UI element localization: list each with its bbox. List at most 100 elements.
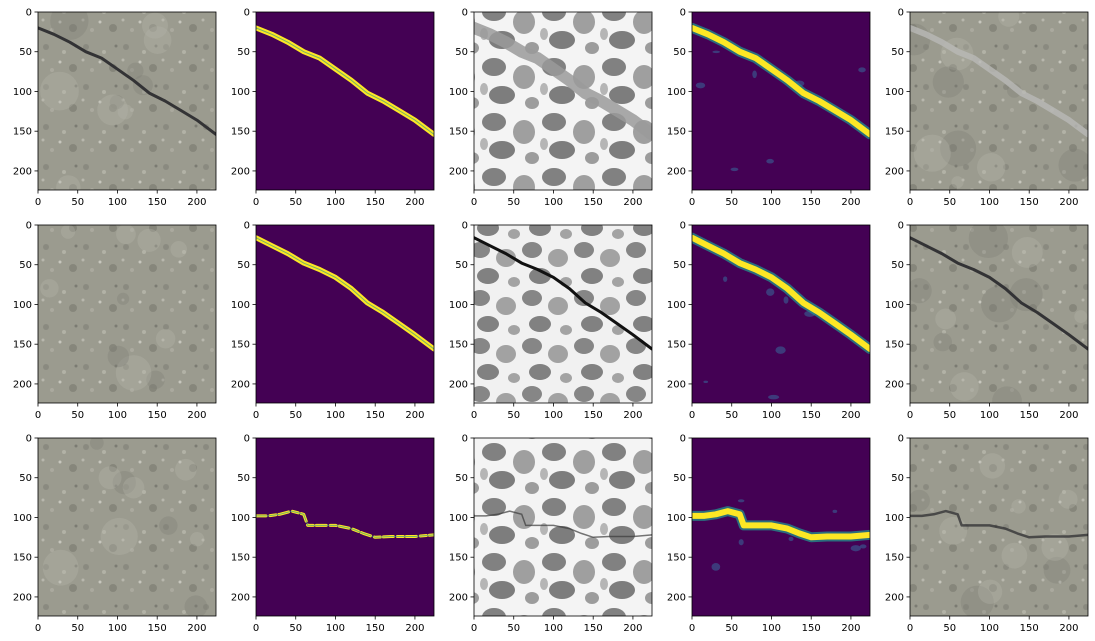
x-tick-label: 50 [71,197,84,208]
y-tick-label: 200 [13,166,32,177]
x-tick-label: 200 [405,410,424,421]
x-tick-label: 200 [623,197,642,208]
y-tick-label: 100 [449,87,468,98]
y-tick-label: 150 [13,553,32,564]
x-tick-label: 0 [471,410,477,421]
y-tick-label: 50 [891,47,904,58]
x-tick-label: 150 [366,197,385,208]
x-tick-label: 150 [1020,197,1039,208]
y-tick-label: 200 [667,592,686,603]
panel-r2-c4: 0 50 100 150 200 0 50 100 150 200 [667,221,871,421]
panel-r3-c2: 0 50 100 150 200 0 50 100 150 200 [231,434,435,634]
panel-r2-c3: 0 50 100 150 200 0 50 100 150 200 [449,221,653,421]
x-tick-label: 100 [762,197,781,208]
y-tick-label: 50 [19,47,32,58]
y-tick-label: 100 [449,513,468,524]
y-tick-label: 0 [244,8,250,19]
axes-frame [909,11,1089,191]
x-tick-label: 150 [584,623,603,634]
crack-line [474,236,652,351]
y-tick-label: 200 [231,592,250,603]
y-tick-label: 50 [19,473,32,484]
y-tick-label: 50 [237,473,250,484]
x-tick-label: 100 [544,410,563,421]
y-tick-label: 150 [231,340,250,351]
x-tick-label: 0 [689,197,695,208]
x-tick-label: 200 [841,197,860,208]
y-tick-label: 100 [449,300,468,311]
x-tick-label: 50 [725,197,738,208]
x-tick-label: 100 [980,623,999,634]
panel-r1-c4: 0 50 100 150 200 0 50 100 150 200 [667,8,871,208]
x-tick-label: 150 [802,197,821,208]
x-tick-label: 150 [584,410,603,421]
x-tick-label: 200 [187,623,206,634]
y-tick-label: 150 [885,127,904,138]
y-tick-label: 0 [680,8,686,19]
crack-line [38,26,216,136]
y-tick-label: 0 [680,221,686,232]
axes-frame [691,437,871,617]
x-tick-label: 200 [841,410,860,421]
x-tick-label: 200 [623,410,642,421]
x-tick-label: 50 [943,623,956,634]
y-tick-label: 200 [449,379,468,390]
y-tick-label: 150 [449,553,468,564]
y-tick-label: 50 [891,260,904,271]
y-tick-label: 100 [885,513,904,524]
x-tick-label: 0 [689,410,695,421]
x-tick-label: 150 [1020,623,1039,634]
x-tick-label: 150 [366,623,385,634]
x-tick-label: 0 [35,410,41,421]
panel-r1-c1: 0 50 100 150 200 0 50 100 150 200 [13,8,217,208]
x-tick-label: 150 [802,623,821,634]
y-tick-label: 150 [667,340,686,351]
y-tick-label: 0 [244,434,250,445]
y-tick-label: 50 [673,260,686,271]
x-tick-label: 150 [148,197,167,208]
y-tick-label: 150 [449,340,468,351]
axes-frame [255,224,435,404]
y-tick-label: 100 [13,513,32,524]
panel-r2-c1: 0 50 100 150 200 0 50 100 150 200 [13,221,217,421]
axes-frame [37,11,217,191]
crack-probability [692,508,870,541]
x-tick-label: 150 [584,197,603,208]
x-tick-label: 200 [405,197,424,208]
x-tick-label: 0 [907,410,913,421]
x-tick-label: 50 [943,197,956,208]
y-tick-label: 150 [231,553,250,564]
y-tick-label: 100 [13,87,32,98]
y-tick-label: 200 [667,166,686,177]
axes-frame [909,437,1089,617]
panel-r2-c5: 0 50 100 150 200 0 50 100 150 200 [885,221,1089,421]
axes-frame [691,11,871,191]
x-tick-label: 200 [841,623,860,634]
panel-r3-c5: 0 50 100 150 200 0 50 100 150 200 [885,434,1089,634]
y-tick-label: 100 [885,87,904,98]
crack-line [910,24,1088,138]
x-tick-label: 50 [507,623,520,634]
y-tick-label: 100 [231,87,250,98]
y-tick-label: 0 [898,221,904,232]
x-tick-label: 0 [35,623,41,634]
y-tick-label: 150 [885,553,904,564]
y-tick-label: 50 [673,473,686,484]
axes-frame [37,437,217,617]
panel-r3-c1: 0 50 100 150 200 0 50 100 150 200 [13,434,217,634]
panel-r3-c3: 0 50 100 150 200 0 50 100 150 200 [449,434,653,634]
y-tick-label: 150 [13,127,32,138]
y-tick-label: 0 [680,434,686,445]
x-tick-label: 0 [35,197,41,208]
x-tick-label: 100 [980,410,999,421]
x-tick-label: 50 [289,410,302,421]
y-tick-label: 50 [455,47,468,58]
x-tick-label: 50 [507,410,520,421]
y-tick-label: 0 [898,8,904,19]
crack-band [474,21,652,141]
x-tick-label: 50 [71,410,84,421]
x-tick-label: 0 [471,197,477,208]
y-tick-label: 100 [667,300,686,311]
y-tick-label: 150 [449,127,468,138]
x-tick-label: 150 [802,410,821,421]
